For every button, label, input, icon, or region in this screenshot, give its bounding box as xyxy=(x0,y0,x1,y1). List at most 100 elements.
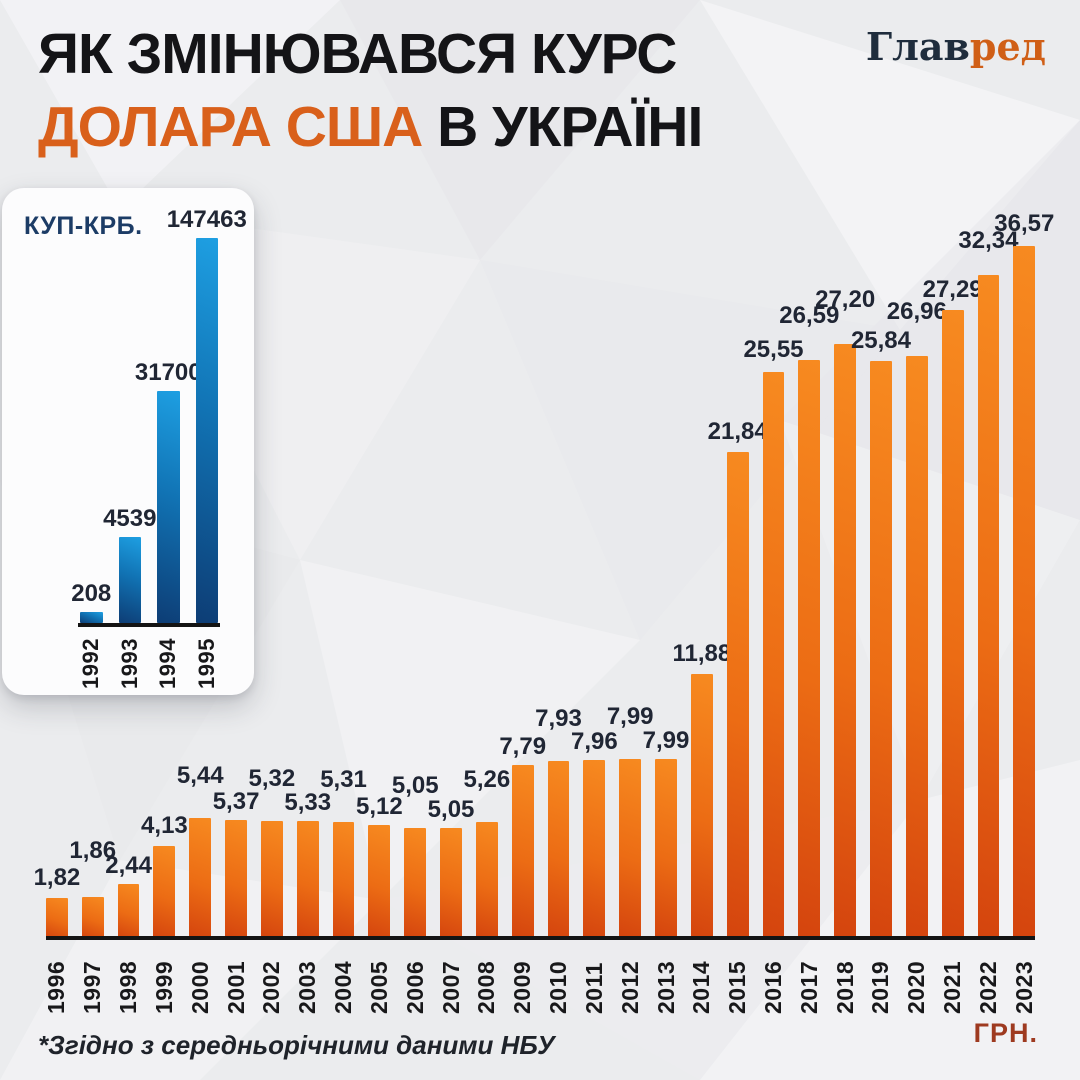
bar-2004: 5,31 xyxy=(320,768,367,938)
bar-value-label: 25,55 xyxy=(743,336,804,363)
bar-rect-2011 xyxy=(583,760,606,938)
inset-axis-line xyxy=(78,623,220,627)
year-label: 2012 xyxy=(616,960,643,1014)
year-label: 2013 xyxy=(652,960,679,1014)
inset-unit-label: КУП-КРБ. xyxy=(24,212,143,240)
bar-value-label: 32,34 xyxy=(958,227,1019,254)
bar-1996: 1,82 xyxy=(34,866,80,938)
year-label: 2016 xyxy=(759,960,786,1014)
year-label: 2018 xyxy=(831,960,858,1014)
bar-value-label: 5,44 xyxy=(176,762,224,789)
year-label: 2006 xyxy=(401,960,428,1014)
page-title: ЯК ЗМІНЮВАВСЯ КУРС ДОЛАРА США В УКРАЇНІ xyxy=(38,18,703,164)
year-label: 2023 xyxy=(1010,960,1037,1014)
year-label: 2017 xyxy=(795,960,822,1014)
bar-rect-2022 xyxy=(977,275,1000,938)
title-line1-text: ЯК ЗМІНЮВАВСЯ КУРС xyxy=(38,22,677,86)
year-cell-2004: 2004 xyxy=(330,948,356,1014)
year-cell-2016: 2016 xyxy=(759,948,786,1014)
bar-1998: 2,44 xyxy=(105,854,152,938)
page-title-line1: ЯК ЗМІНЮВАВСЯ КУРС xyxy=(38,18,702,91)
bar-2008: 5,26 xyxy=(464,768,510,938)
bar-value-label: 25,84 xyxy=(850,327,911,354)
bar-rect-1997 xyxy=(81,897,104,938)
bar-value-label: 7,99 xyxy=(606,703,654,730)
inset-year-labels: 1992 1993 1994 1995 xyxy=(78,635,219,689)
year-cell-2002: 2002 xyxy=(258,948,285,1014)
year-label: 1995 xyxy=(193,638,219,689)
bar-1997: 1,86 xyxy=(69,839,116,938)
main-bar-chart: 1,82 1,86 2,44 4,13 5,44 5,37 5,32 5,33 5,31 5,12… xyxy=(34,208,1054,938)
bar-rect-2000 xyxy=(189,818,212,938)
year-label: 2010 xyxy=(545,960,572,1014)
bar-value-label: 27,20 xyxy=(815,286,876,313)
bar-1999: 4,13 xyxy=(141,814,188,938)
currency-unit-label: ГРН. xyxy=(973,1018,1038,1048)
year-cell-1999: 1999 xyxy=(151,948,177,1014)
bar-value-label: 5,31 xyxy=(320,766,367,793)
bar-2009: 7,79 xyxy=(499,735,546,938)
bar-rect-2007 xyxy=(440,828,462,938)
year-cell-2018: 2018 xyxy=(831,948,858,1014)
year-label: 2003 xyxy=(294,960,321,1014)
year-cell-1995: 1995 xyxy=(193,635,219,689)
title-line2-accent-text: ДОЛАРА США xyxy=(38,95,423,159)
bar-value-label: 31700 xyxy=(134,359,202,386)
bar-rect-2016 xyxy=(762,372,785,938)
bar-rect-2002 xyxy=(260,821,283,938)
bar-value-label: 5,37 xyxy=(212,788,260,815)
bar-rect-2017 xyxy=(798,360,821,938)
bar-1994: 31700 xyxy=(135,361,202,623)
title-line2-rest-text: В УКРАЇНІ xyxy=(422,95,703,159)
year-label: 1993 xyxy=(116,638,142,689)
main-year-labels: 1996 1997 1998 1999 2000 2001 2002 2003 2004 2005… xyxy=(43,948,1037,1014)
bar-value-label: 5,33 xyxy=(284,789,332,816)
year-cell-2020: 2020 xyxy=(903,948,929,1014)
bar-1992: 208 xyxy=(71,582,111,623)
year-cell-1996: 1996 xyxy=(43,948,70,1014)
bar-2006: 5,05 xyxy=(392,774,439,938)
inset-bar-chart: 208 4539 31700 147463 xyxy=(71,202,247,623)
footnote: *Згідно з середньорічними даними НБУ xyxy=(38,1030,555,1060)
bar-rect-2021 xyxy=(941,310,964,938)
year-cell-2010: 2010 xyxy=(545,948,572,1014)
page-title-line2: ДОЛАРА США В УКРАЇНІ xyxy=(38,91,703,164)
logo-part1-text: Глав xyxy=(865,24,970,69)
bar-value-label: 1,82 xyxy=(33,864,81,891)
year-cell-1998: 1998 xyxy=(115,948,142,1014)
year-cell-2015: 2015 xyxy=(724,948,750,1014)
bar-rect-2009 xyxy=(511,765,534,938)
year-cell-2021: 2021 xyxy=(939,948,965,1014)
bar-rect-2013 xyxy=(655,759,677,938)
bar-2002: 5,32 xyxy=(249,767,295,938)
bar-rect-2012 xyxy=(619,759,642,938)
bar-2018: 27,20 xyxy=(815,288,875,938)
bar-rect-2010 xyxy=(547,761,570,938)
year-label: 2001 xyxy=(222,960,249,1014)
bar-value-label: 4539 xyxy=(103,505,157,532)
bar-2017: 26,59 xyxy=(779,304,839,938)
year-cell-2001: 2001 xyxy=(222,948,249,1014)
year-label: 1998 xyxy=(115,960,142,1014)
year-label: 2000 xyxy=(186,960,213,1014)
year-cell-2014: 2014 xyxy=(688,948,714,1014)
year-cell-2022: 2022 xyxy=(975,948,1001,1014)
bar-2003: 5,33 xyxy=(284,791,331,938)
year-label: 2002 xyxy=(258,960,285,1014)
year-cell-2023: 2023 xyxy=(1010,948,1037,1014)
bar-2013: 7,99 xyxy=(643,729,689,938)
year-label: 2007 xyxy=(437,960,464,1014)
year-cell-2006: 2006 xyxy=(401,948,428,1014)
bar-rect-1998 xyxy=(117,884,140,938)
bar-value-label: 36,57 xyxy=(994,210,1055,237)
year-cell-1994: 1994 xyxy=(155,635,180,689)
year-cell-1992: 1992 xyxy=(78,635,103,689)
year-cell-2017: 2017 xyxy=(795,948,822,1014)
bar-value-label: 21,84 xyxy=(707,418,768,445)
year-cell-1997: 1997 xyxy=(79,948,105,1014)
bar-rect-2006 xyxy=(404,828,427,938)
bar-value-label: 5,05 xyxy=(391,772,439,799)
year-label: 1996 xyxy=(43,960,70,1014)
bar-2005: 5,12 xyxy=(356,795,403,938)
